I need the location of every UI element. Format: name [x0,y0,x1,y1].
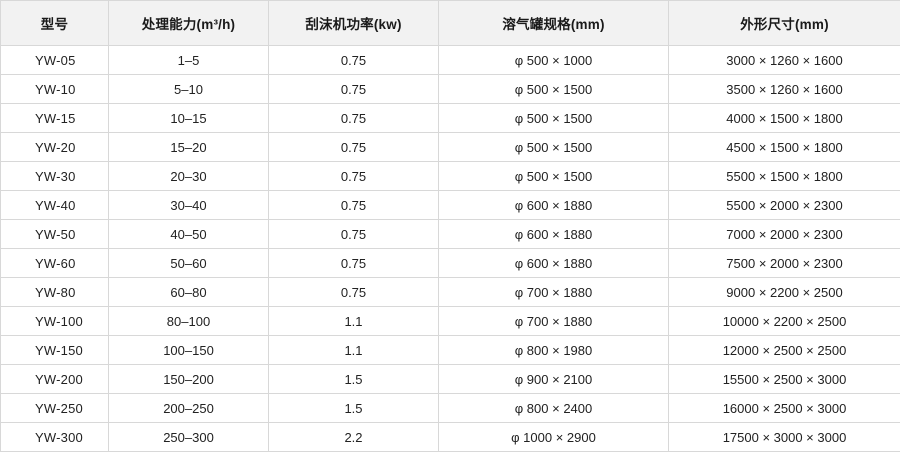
column-header-dissolved-air-tank: 溶气罐规格(mm) [439,1,669,46]
cell-scraper-power: 0.75 [269,104,439,133]
cell-dimensions: 12000 × 2500 × 2500 [669,336,900,365]
cell-capacity: 30–40 [109,191,269,220]
cell-model: YW-10 [1,75,109,104]
cell-model: YW-30 [1,162,109,191]
cell-model: YW-150 [1,336,109,365]
cell-scraper-power: 1.5 [269,394,439,423]
cell-scraper-power: 1.5 [269,365,439,394]
cell-dimensions: 3500 × 1260 × 1600 [669,75,900,104]
cell-scraper-power: 0.75 [269,75,439,104]
table-header-row: 型号 处理能力(m³/h) 刮沫机功率(kw) 溶气罐规格(mm) 外形尺寸(m… [1,1,900,46]
cell-model: YW-60 [1,249,109,278]
cell-capacity: 1–5 [109,46,269,75]
cell-model: YW-05 [1,46,109,75]
cell-tank-spec: φ 700 × 1880 [439,307,669,336]
cell-tank-spec: φ 900 × 2100 [439,365,669,394]
cell-tank-spec: φ 1000 × 2900 [439,423,669,452]
cell-scraper-power: 0.75 [269,220,439,249]
cell-model: YW-300 [1,423,109,452]
cell-model: YW-15 [1,104,109,133]
cell-model: YW-20 [1,133,109,162]
cell-dimensions: 7000 × 2000 × 2300 [669,220,900,249]
cell-tank-spec: φ 600 × 1880 [439,191,669,220]
cell-dimensions: 4500 × 1500 × 1800 [669,133,900,162]
cell-scraper-power: 0.75 [269,191,439,220]
cell-scraper-power: 0.75 [269,162,439,191]
cell-capacity: 20–30 [109,162,269,191]
cell-capacity: 100–150 [109,336,269,365]
cell-capacity: 250–300 [109,423,269,452]
cell-scraper-power: 0.75 [269,46,439,75]
cell-dimensions: 5500 × 1500 × 1800 [669,162,900,191]
cell-scraper-power: 1.1 [269,307,439,336]
cell-tank-spec: φ 700 × 1880 [439,278,669,307]
cell-dimensions: 15500 × 2500 × 3000 [669,365,900,394]
cell-scraper-power: 1.1 [269,336,439,365]
cell-capacity: 80–100 [109,307,269,336]
cell-dimensions: 4000 × 1500 × 1800 [669,104,900,133]
cell-capacity: 200–250 [109,394,269,423]
cell-capacity: 40–50 [109,220,269,249]
cell-scraper-power: 0.75 [269,278,439,307]
column-header-dimensions: 外形尺寸(mm) [669,1,900,46]
cell-dimensions: 10000 × 2200 × 2500 [669,307,900,336]
cell-capacity: 60–80 [109,278,269,307]
cell-scraper-power: 2.2 [269,423,439,452]
table-header: 型号 处理能力(m³/h) 刮沫机功率(kw) 溶气罐规格(mm) 外形尺寸(m… [1,1,900,46]
cell-capacity: 50–60 [109,249,269,278]
cell-tank-spec: φ 600 × 1880 [439,220,669,249]
cell-dimensions: 9000 × 2200 × 2500 [669,278,900,307]
cell-dimensions: 16000 × 2500 × 3000 [669,394,900,423]
cell-model: YW-40 [1,191,109,220]
cell-dimensions: 5500 × 2000 × 2300 [669,191,900,220]
cell-tank-spec: φ 500 × 1500 [439,104,669,133]
cell-scraper-power: 0.75 [269,133,439,162]
cell-dimensions: 17500 × 3000 × 3000 [669,423,900,452]
cell-tank-spec: φ 500 × 1500 [439,75,669,104]
column-header-scraper-power: 刮沫机功率(kw) [269,1,439,46]
cell-capacity: 15–20 [109,133,269,162]
cell-capacity: 10–15 [109,104,269,133]
cell-model: YW-250 [1,394,109,423]
cell-model: YW-200 [1,365,109,394]
cell-dimensions: 3000 × 1260 × 1600 [669,46,900,75]
cell-capacity: 150–200 [109,365,269,394]
cell-model: YW-100 [1,307,109,336]
cell-tank-spec: φ 600 × 1880 [439,249,669,278]
cell-scraper-power: 0.75 [269,249,439,278]
column-header-model: 型号 [1,1,109,46]
column-header-capacity: 处理能力(m³/h) [109,1,269,46]
cell-tank-spec: φ 800 × 2400 [439,394,669,423]
cell-dimensions: 7500 × 2000 × 2300 [669,249,900,278]
cell-tank-spec: φ 500 × 1000 [439,46,669,75]
cell-capacity: 5–10 [109,75,269,104]
cell-tank-spec: φ 500 × 1500 [439,133,669,162]
cell-tank-spec: φ 500 × 1500 [439,162,669,191]
cell-model: YW-50 [1,220,109,249]
cell-tank-spec: φ 800 × 1980 [439,336,669,365]
cell-model: YW-80 [1,278,109,307]
